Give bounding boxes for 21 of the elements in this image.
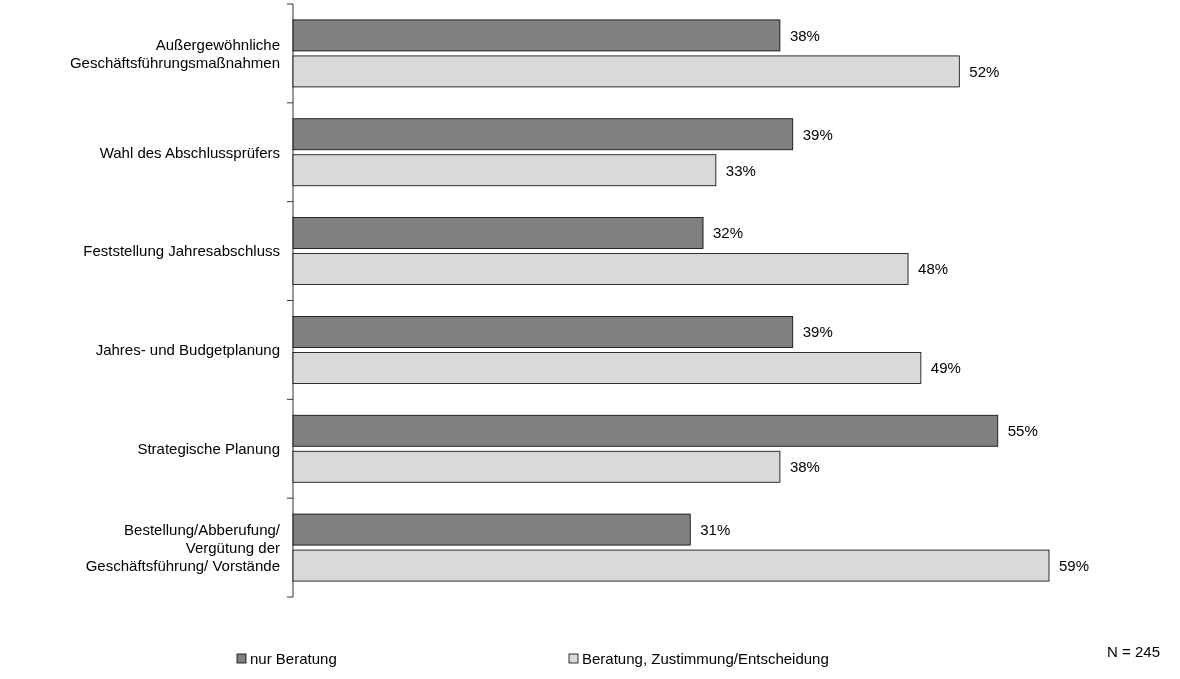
data-label: 38%: [789, 26, 820, 44]
data-label: 38%: [789, 458, 820, 475]
data-label: 48%: [918, 260, 949, 278]
y-tick-label: Außergewöhnliche Geschäftsführungsmaßnahmen: [69, 35, 280, 71]
text: N = 245: [1107, 643, 1160, 661]
y-tick-label: Jahres- und Budgetplanung: [95, 341, 280, 359]
data-label: 39%: [802, 323, 833, 341]
data-label: 31%: [700, 520, 731, 538]
data-label: 55%: [1007, 422, 1038, 439]
y-tick-label: Strategische Planung: [137, 440, 280, 457]
data-label: 59%: [1059, 556, 1090, 574]
y-tick-label: Feststellung Jahresabschluss: [83, 242, 280, 260]
y-tick-label: Wahl des Abschlussprüfers: [99, 143, 280, 161]
data-label: 33%: [725, 161, 756, 179]
data-label: 52%: [969, 62, 1000, 80]
data-label: 39%: [802, 125, 833, 143]
data-label: 49%: [930, 359, 961, 377]
legend-label: nur Beratung: [250, 650, 337, 668]
legend-label: Beratung, Zustimmung/Entscheidung: [582, 650, 829, 668]
y-tick-label: Bestellung/Abberufung/ Vergütung der Geschäftsführung/ Vorstände: [85, 520, 281, 574]
data-label: 32%: [713, 224, 744, 242]
